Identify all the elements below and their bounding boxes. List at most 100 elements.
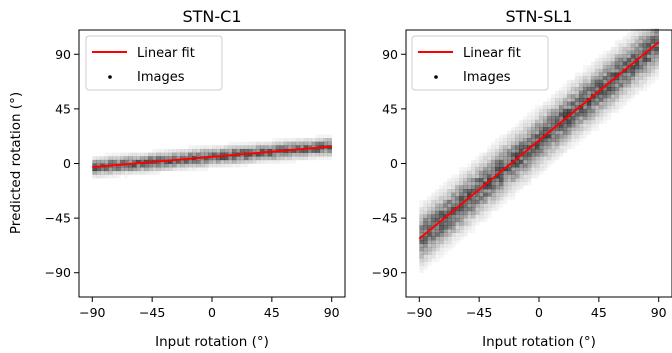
density-cell (327, 148, 332, 153)
density-cell (634, 90, 640, 95)
density-cell (287, 152, 293, 157)
density-cell (267, 156, 273, 161)
density-cell (423, 221, 428, 226)
density-cell (263, 145, 269, 150)
density-cell (626, 36, 632, 41)
density-cell (511, 178, 516, 182)
density-cell (307, 145, 313, 150)
density-cell (614, 43, 620, 48)
density-cell (487, 185, 492, 190)
density-cell (499, 134, 503, 138)
density-cell (630, 72, 636, 77)
density-cell (180, 156, 185, 161)
density-cell (539, 167, 544, 172)
density-cell (447, 178, 452, 182)
density-cell (535, 112, 540, 117)
density-cell (523, 152, 528, 157)
density-cell (610, 90, 616, 95)
density-cell (124, 170, 129, 175)
density-cell (582, 119, 588, 124)
density-cell (579, 138, 583, 142)
density-cell (582, 127, 588, 132)
x-tick-label: −45 (466, 305, 492, 320)
density-cell (622, 83, 628, 88)
density-cell (423, 261, 428, 266)
density-cell (554, 145, 560, 150)
density-cell (471, 159, 476, 164)
density-cell (654, 68, 659, 73)
density-cell (208, 152, 213, 157)
density-cell (311, 138, 317, 142)
density-cell (527, 178, 532, 182)
density-cell (419, 210, 424, 215)
density-cell (463, 188, 468, 193)
density-cell (431, 236, 436, 241)
x-ticks: −90 −45 0 45 90 (79, 297, 340, 320)
density-cell (259, 145, 265, 150)
density-cell (571, 145, 575, 149)
density-cell (303, 156, 309, 161)
density-cell (499, 174, 504, 179)
density-cell (323, 152, 329, 157)
density-cell (132, 167, 137, 172)
density-cell (483, 192, 488, 197)
density-cell (483, 167, 488, 172)
density-cell (212, 145, 217, 150)
density-cell (132, 163, 137, 168)
density-cell (435, 225, 440, 230)
density-cell (523, 134, 528, 139)
density-cell (295, 148, 301, 153)
density-cell (511, 174, 516, 179)
density-cell (451, 174, 455, 178)
density-cell (618, 50, 624, 55)
density-cell (156, 152, 161, 157)
density-cell (558, 94, 564, 99)
density-cell (598, 101, 604, 106)
density-cell (499, 152, 504, 157)
density-cell (323, 148, 329, 153)
density-cell (303, 138, 309, 142)
density-cell (523, 156, 528, 161)
density-cell (435, 199, 440, 204)
density-cell (634, 68, 640, 73)
density-cell (156, 156, 161, 161)
density-cell (606, 76, 612, 81)
density-cell (196, 159, 201, 164)
y-tick-label: 45 (382, 101, 398, 116)
density-cell (519, 130, 524, 135)
density-cell (586, 112, 592, 117)
density-cell (467, 185, 472, 190)
density-cell (590, 101, 596, 106)
density-cell (618, 43, 624, 48)
density-cell (626, 57, 632, 62)
density-cell (495, 170, 500, 175)
density-cell (152, 156, 157, 161)
density-cell (527, 116, 532, 121)
density-cell (495, 141, 500, 146)
density-cell (527, 130, 532, 135)
density-cell (495, 159, 500, 164)
density-cell (116, 174, 120, 178)
density-cell (622, 72, 628, 77)
density-cell (618, 105, 624, 110)
density-cell (439, 221, 444, 226)
density-cell (212, 148, 217, 153)
density-cell (598, 79, 604, 84)
density-cell (527, 170, 532, 175)
density-cell (590, 108, 596, 113)
density-cell (630, 46, 636, 51)
density-cell (630, 76, 636, 81)
density-cell (634, 36, 640, 41)
density-cell (283, 152, 289, 157)
density-cell (479, 170, 484, 175)
density-cell (531, 167, 536, 172)
density-cell (590, 72, 596, 77)
y-tick-label: 0 (390, 156, 398, 171)
density-cell (535, 105, 539, 109)
density-cell (511, 163, 516, 168)
density-cell (471, 174, 476, 179)
density-cell (140, 152, 145, 157)
density-cell (499, 196, 504, 201)
density-cell (531, 116, 536, 121)
density-cell (535, 174, 540, 179)
